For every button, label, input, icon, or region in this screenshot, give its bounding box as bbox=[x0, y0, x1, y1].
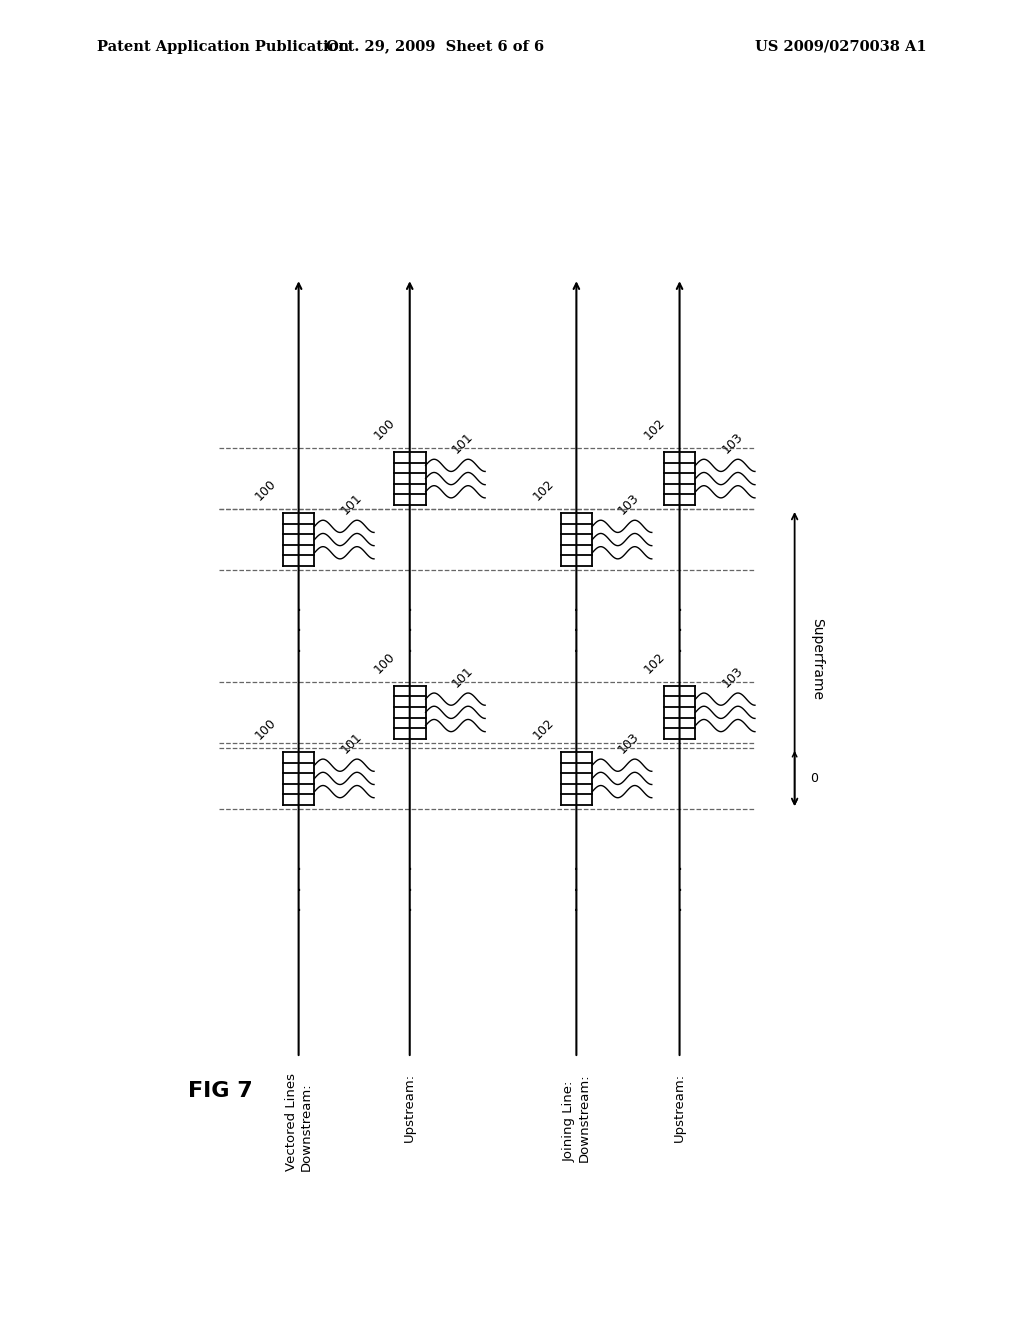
Text: .: . bbox=[296, 616, 302, 635]
Text: 100: 100 bbox=[372, 416, 397, 442]
Text: Upstream:: Upstream: bbox=[403, 1073, 416, 1142]
Text: .: . bbox=[573, 875, 580, 895]
Text: 100: 100 bbox=[253, 477, 279, 503]
Text: .: . bbox=[407, 636, 413, 656]
Text: US 2009/0270038 A1: US 2009/0270038 A1 bbox=[755, 40, 927, 54]
Text: .: . bbox=[677, 636, 683, 656]
Text: 102: 102 bbox=[642, 416, 668, 442]
Text: .: . bbox=[407, 875, 413, 895]
Text: 102: 102 bbox=[642, 649, 668, 676]
Text: .: . bbox=[407, 896, 413, 915]
Text: 103: 103 bbox=[616, 730, 642, 756]
Text: 0: 0 bbox=[811, 772, 818, 785]
Text: .: . bbox=[677, 855, 683, 874]
Text: 101: 101 bbox=[450, 664, 475, 690]
Text: 102: 102 bbox=[530, 477, 556, 503]
Text: 103: 103 bbox=[719, 430, 745, 457]
Text: .: . bbox=[573, 855, 580, 874]
Text: .: . bbox=[573, 597, 580, 615]
Text: .: . bbox=[677, 896, 683, 915]
Text: Joining Line:
Downstream:: Joining Line: Downstream: bbox=[562, 1073, 591, 1162]
Text: .: . bbox=[407, 855, 413, 874]
Text: 103: 103 bbox=[616, 491, 642, 517]
Text: 101: 101 bbox=[338, 730, 365, 756]
Text: .: . bbox=[677, 597, 683, 615]
Text: .: . bbox=[296, 855, 302, 874]
Text: .: . bbox=[296, 597, 302, 615]
Text: 102: 102 bbox=[530, 715, 556, 742]
Text: 101: 101 bbox=[450, 430, 475, 457]
Text: .: . bbox=[296, 896, 302, 915]
Text: 100: 100 bbox=[253, 715, 279, 742]
Text: Superframe: Superframe bbox=[810, 618, 824, 700]
Text: Vectored Lines
Downstream:: Vectored Lines Downstream: bbox=[285, 1073, 312, 1171]
Text: .: . bbox=[296, 875, 302, 895]
Text: .: . bbox=[573, 616, 580, 635]
Text: .: . bbox=[573, 896, 580, 915]
Text: .: . bbox=[573, 636, 580, 656]
Text: .: . bbox=[677, 616, 683, 635]
Text: 101: 101 bbox=[338, 491, 365, 517]
Text: Upstream:: Upstream: bbox=[673, 1073, 686, 1142]
Text: .: . bbox=[677, 875, 683, 895]
Text: .: . bbox=[407, 597, 413, 615]
Text: 100: 100 bbox=[372, 649, 397, 676]
Text: FIG 7: FIG 7 bbox=[187, 1081, 252, 1101]
Text: .: . bbox=[407, 616, 413, 635]
Text: .: . bbox=[296, 636, 302, 656]
Text: 103: 103 bbox=[719, 664, 745, 690]
Text: Patent Application Publication: Patent Application Publication bbox=[97, 40, 349, 54]
Text: Oct. 29, 2009  Sheet 6 of 6: Oct. 29, 2009 Sheet 6 of 6 bbox=[326, 40, 545, 54]
